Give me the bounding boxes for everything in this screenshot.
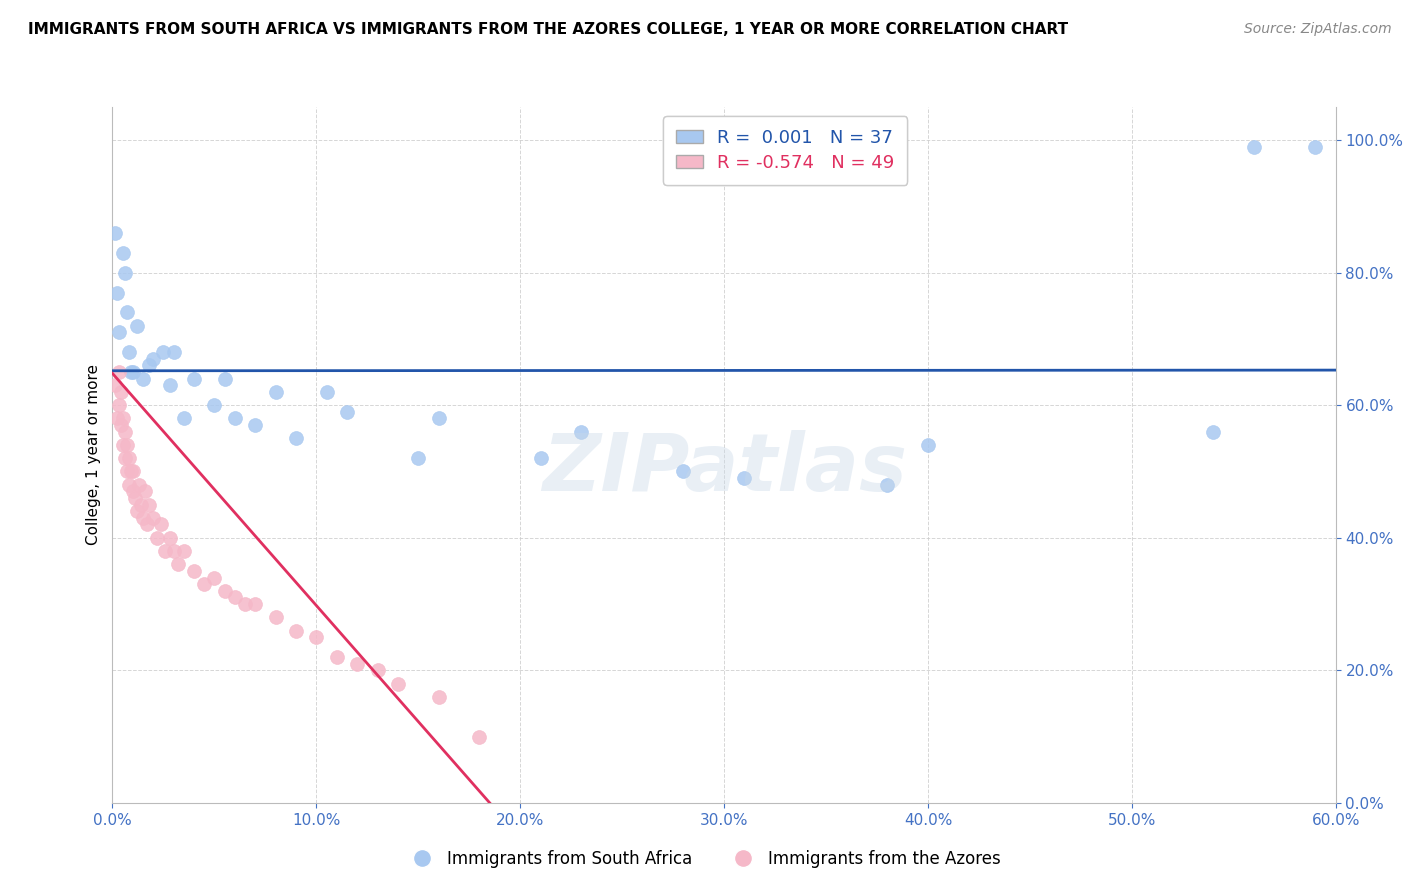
- Point: [163, 544, 186, 558]
- Point: [284, 624, 308, 638]
- Point: [115, 465, 138, 479]
- Point: [224, 591, 246, 605]
- Point: [118, 345, 141, 359]
- Point: [107, 326, 129, 340]
- Point: [387, 676, 409, 690]
- Point: [125, 504, 148, 518]
- Point: [204, 570, 226, 584]
- Point: [114, 451, 136, 466]
- Point: [876, 477, 898, 491]
- Point: [315, 384, 337, 399]
- Point: [111, 411, 134, 425]
- Point: [146, 531, 169, 545]
- Point: [233, 597, 256, 611]
- Point: [111, 438, 134, 452]
- Point: [1243, 140, 1265, 154]
- Point: [120, 365, 142, 379]
- Legend: Immigrants from South Africa, Immigrants from the Azores: Immigrants from South Africa, Immigrants…: [399, 844, 1007, 875]
- Point: [132, 372, 155, 386]
- Point: [150, 517, 173, 532]
- Point: [917, 438, 939, 452]
- Point: [214, 583, 236, 598]
- Point: [672, 465, 695, 479]
- Point: [193, 577, 215, 591]
- Point: [245, 597, 267, 611]
- Legend: R =  0.001   N = 37, R = -0.574   N = 49: R = 0.001 N = 37, R = -0.574 N = 49: [664, 116, 907, 185]
- Point: [152, 345, 174, 359]
- Text: IMMIGRANTS FROM SOUTH AFRICA VS IMMIGRANTS FROM THE AZORES COLLEGE, 1 YEAR OR MO: IMMIGRANTS FROM SOUTH AFRICA VS IMMIGRAN…: [28, 22, 1069, 37]
- Point: [142, 351, 165, 366]
- Point: [118, 477, 141, 491]
- Point: [115, 305, 138, 319]
- Point: [408, 451, 430, 466]
- Point: [264, 384, 287, 399]
- Point: [336, 405, 359, 419]
- Point: [163, 345, 186, 359]
- Point: [427, 411, 450, 425]
- Point: [136, 517, 159, 532]
- Point: [173, 544, 195, 558]
- Point: [159, 531, 181, 545]
- Point: [366, 663, 388, 677]
- Point: [155, 544, 177, 558]
- Point: [142, 511, 165, 525]
- Point: [346, 657, 368, 671]
- Point: [173, 411, 195, 425]
- Point: [571, 425, 593, 439]
- Y-axis label: College, 1 year or more: College, 1 year or more: [86, 365, 101, 545]
- Point: [284, 431, 308, 445]
- Point: [468, 730, 491, 744]
- Point: [427, 690, 450, 704]
- Point: [326, 650, 349, 665]
- Point: [224, 411, 246, 425]
- Point: [132, 511, 155, 525]
- Point: [107, 365, 129, 379]
- Point: [1305, 140, 1327, 154]
- Point: [114, 266, 136, 280]
- Point: [138, 498, 160, 512]
- Point: [264, 610, 287, 624]
- Point: [114, 425, 136, 439]
- Point: [103, 226, 125, 240]
- Point: [1202, 425, 1225, 439]
- Point: [204, 398, 226, 412]
- Point: [214, 372, 236, 386]
- Point: [529, 451, 551, 466]
- Point: [183, 564, 205, 578]
- Point: [115, 438, 138, 452]
- Point: [110, 418, 132, 433]
- Point: [734, 471, 756, 485]
- Point: [305, 630, 328, 644]
- Point: [138, 359, 160, 373]
- Point: [124, 491, 146, 505]
- Point: [105, 285, 128, 300]
- Text: Source: ZipAtlas.com: Source: ZipAtlas.com: [1244, 22, 1392, 37]
- Point: [103, 378, 125, 392]
- Point: [134, 484, 156, 499]
- Point: [122, 365, 145, 379]
- Point: [118, 451, 141, 466]
- Point: [183, 372, 205, 386]
- Point: [107, 398, 129, 412]
- Point: [245, 418, 267, 433]
- Point: [120, 465, 142, 479]
- Point: [129, 498, 152, 512]
- Point: [122, 465, 145, 479]
- Point: [110, 384, 132, 399]
- Point: [128, 477, 150, 491]
- Point: [122, 484, 145, 499]
- Point: [105, 411, 128, 425]
- Point: [166, 558, 188, 572]
- Point: [111, 245, 134, 260]
- Point: [159, 378, 181, 392]
- Text: ZIPatlas: ZIPatlas: [541, 430, 907, 508]
- Point: [125, 318, 148, 333]
